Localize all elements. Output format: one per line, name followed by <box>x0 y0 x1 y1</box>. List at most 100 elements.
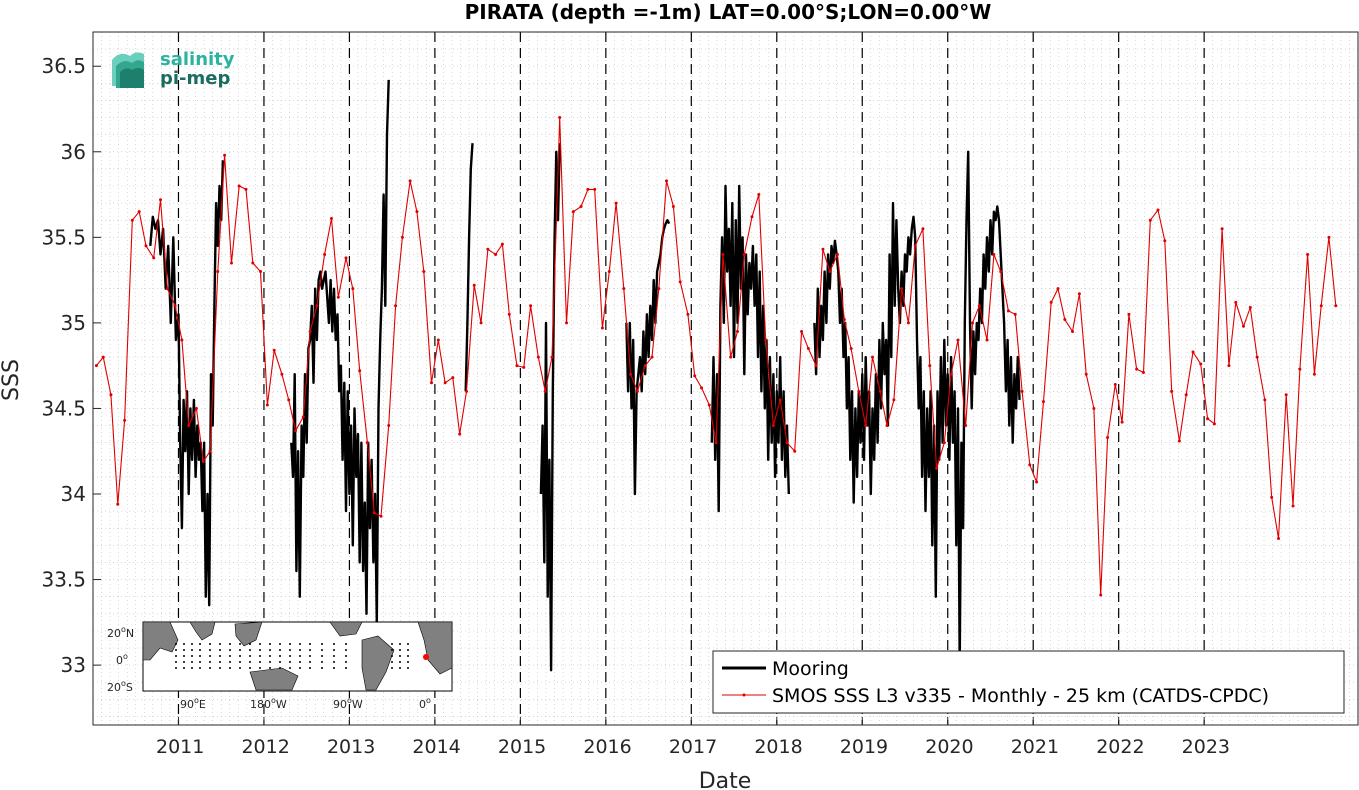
series-smos-point <box>358 369 362 373</box>
logo-text-pimep: pi-mep <box>160 68 230 89</box>
inset-map-dot <box>191 667 193 669</box>
legend-box <box>712 650 1345 714</box>
inset-lon-180w: 180oW <box>250 696 287 711</box>
inset-map-dot <box>229 649 231 651</box>
inset-lat-20n: 20oN <box>107 625 134 640</box>
series-smos-point <box>372 511 376 515</box>
series-smos-point <box>607 270 611 274</box>
series-smos-point <box>1156 208 1160 212</box>
series-smos-point <box>643 364 647 368</box>
series-smos-point <box>1206 417 1210 421</box>
x-tick-label: 2015 <box>498 736 546 758</box>
x-tick-label: 2016 <box>583 736 631 758</box>
inset-map-dot <box>399 643 401 645</box>
series-smos-point <box>294 429 298 433</box>
inset-map-dot <box>309 655 311 657</box>
inset-map-dot <box>199 643 201 645</box>
inset-map-dot <box>259 649 261 651</box>
inset-map-dot <box>289 649 291 651</box>
inset-map-dot <box>269 649 271 651</box>
inset-lon-labels: 90oE 180oW 90oW 0o <box>180 696 431 711</box>
series-smos-point <box>721 252 725 256</box>
series-smos-point <box>693 374 697 378</box>
inset-map-dot <box>289 667 291 669</box>
y-tick-label: 34.5 <box>41 396 86 420</box>
inset-map-dot <box>175 643 177 645</box>
inset-map-dot <box>399 667 401 669</box>
series-smos-point <box>622 287 626 291</box>
series-smos-point <box>707 403 711 407</box>
inset-map-dot <box>183 643 185 645</box>
inset-map-dot <box>269 667 271 669</box>
inset-map-dot <box>333 661 335 663</box>
inset-map-dot <box>269 643 271 645</box>
station-location-marker <box>423 654 429 660</box>
series-smos-point <box>729 355 733 359</box>
series-smos-point <box>586 187 590 191</box>
inset-map-dot <box>407 643 409 645</box>
inset-map-dot <box>309 667 311 669</box>
series-smos-point <box>323 252 327 256</box>
inset-map-dot <box>345 643 347 645</box>
series-smos-point <box>764 338 768 342</box>
series-smos-point <box>579 205 583 209</box>
x-tick-label: 2017 <box>669 736 717 758</box>
series-smos-point <box>956 338 960 342</box>
series-smos-point <box>871 355 875 359</box>
x-tick-label: 2014 <box>412 736 460 758</box>
series-smos-point <box>201 459 205 463</box>
series-smos-point <box>123 418 127 422</box>
series-smos-point <box>1077 292 1081 296</box>
series-smos-point <box>906 321 910 325</box>
x-tick-label: 2013 <box>327 736 375 758</box>
inset-map-dot <box>191 643 193 645</box>
series-smos-point <box>529 304 533 308</box>
inset-map-dot <box>191 649 193 651</box>
inset-map-dot <box>175 649 177 651</box>
x-tick-label: 2023 <box>1182 736 1230 758</box>
inset-map-dot <box>183 661 185 663</box>
inset-map: 20oN 0o 20oS 90oE 180oW 90oW 0o <box>107 621 453 711</box>
series-smos-point <box>1227 364 1231 368</box>
series-smos-point <box>977 304 981 308</box>
y-tick-label: 35.5 <box>41 225 86 249</box>
series-smos-point <box>1199 362 1203 366</box>
series-smos-point <box>1099 593 1103 597</box>
inset-map-dot <box>321 667 323 669</box>
inset-map-dot <box>345 655 347 657</box>
y-tick-label: 35 <box>61 311 86 335</box>
inset-map-dot <box>391 655 393 657</box>
series-smos-point <box>109 393 113 397</box>
series-smos-point <box>849 347 853 351</box>
landmasses <box>142 621 453 691</box>
year-divider-lines <box>177 32 1205 725</box>
series-smos-point <box>671 205 675 209</box>
series-smos-point <box>436 338 440 342</box>
inset-map-dot <box>209 649 211 651</box>
inset-map-frame <box>142 621 453 692</box>
inset-map-dot <box>333 655 335 657</box>
series-smos-point <box>558 116 562 120</box>
series-smos-point <box>1163 239 1167 243</box>
series-smos-point <box>1092 406 1096 410</box>
series-smos-point <box>828 270 832 274</box>
series-smos-point <box>949 372 953 376</box>
series-mooring-line <box>813 150 1021 667</box>
inset-map-dot <box>309 643 311 645</box>
series-smos-point <box>1291 504 1295 508</box>
series-smos-point <box>101 355 105 359</box>
x-axis-label: Date <box>699 769 752 790</box>
mooring-array-dots <box>175 643 409 669</box>
series-smos-point <box>686 312 690 316</box>
x-tick-label: 2021 <box>1011 736 1059 758</box>
series-smos-point <box>365 441 369 445</box>
inset-map-dot <box>249 667 251 669</box>
series-smos-point <box>1248 305 1252 309</box>
series-smos-point <box>1327 235 1331 239</box>
waves-icon <box>112 52 144 88</box>
series-smos-point <box>565 321 569 325</box>
series-smos-point <box>700 386 704 390</box>
series-smos-point <box>614 201 618 205</box>
series-smos-point <box>999 270 1003 274</box>
inset-map-dot <box>183 649 185 651</box>
